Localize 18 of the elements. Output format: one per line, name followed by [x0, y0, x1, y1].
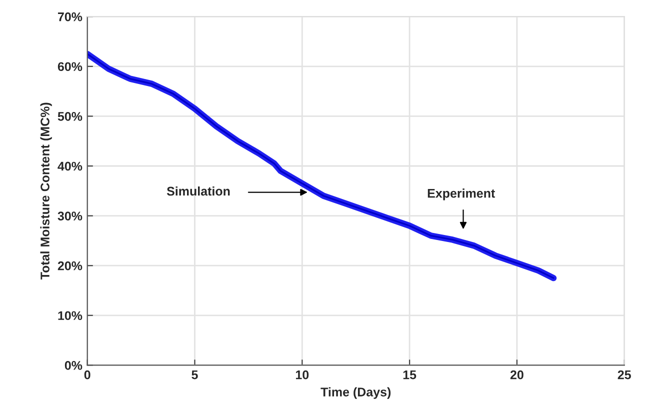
y-tick-label: 20% [58, 261, 82, 270]
x-tick-label: 20 [510, 370, 524, 380]
y-tick-label: 10% [58, 311, 82, 320]
annotation: Simulation [166, 186, 230, 196]
x-tick-label: 0 [84, 370, 90, 380]
x-tick-label: 25 [618, 370, 631, 380]
y-tick-label: 60% [58, 62, 82, 72]
x-axis-title: Time (Days) [320, 387, 391, 399]
y-tick-label: 40% [58, 162, 82, 171]
y-tick-label: 70% [58, 12, 82, 22]
y-tick-label: 50% [58, 112, 82, 121]
x-tick-label: 15 [403, 370, 416, 380]
x-tick-label: 5 [192, 370, 198, 380]
y-tick-label: 0% [64, 361, 82, 370]
y-axis-title: Total Moisture Content (MC%) [40, 102, 52, 280]
annotation: Experiment [428, 188, 495, 200]
x-tick-label: 10 [296, 370, 309, 380]
y-tick-label: 30% [58, 212, 82, 220]
